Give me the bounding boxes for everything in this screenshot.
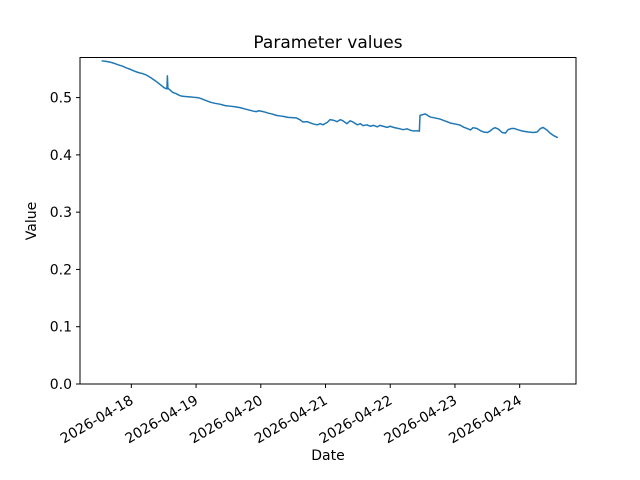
x-tick-label: 2026-04-21 [252,393,330,448]
y-tick-label: 0.3 [50,205,72,221]
y-tick-label: 0.0 [50,377,72,393]
y-tick-label: 0.2 [50,262,72,278]
y-tick-label: 0.1 [50,320,72,336]
x-tick-label: 2026-04-19 [123,393,201,448]
x-tick-label: 2026-04-20 [187,393,265,448]
plot-spines [79,57,577,385]
y-tick-label: 0.4 [50,148,72,164]
x-tick-label: 2026-04-23 [381,393,459,448]
x-tick-label: 2026-04-24 [446,393,525,448]
data-series-line [101,60,558,139]
chart-title: Parameter values [253,33,403,53]
x-tick-label: 2026-04-22 [317,393,395,448]
x-axis-label: Date [311,448,345,464]
y-tick-label: 0.5 [50,91,72,107]
x-tick-label: 2026-04-18 [58,393,136,448]
